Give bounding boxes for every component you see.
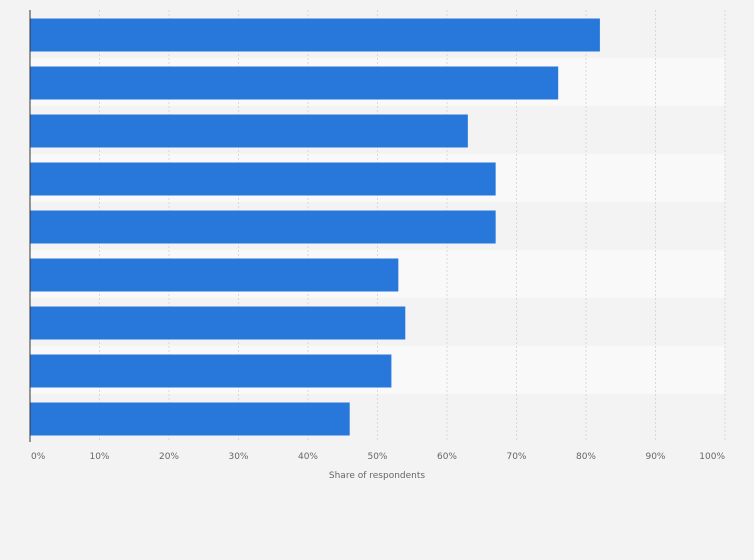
x-tick-label: 80% bbox=[576, 452, 596, 462]
x-tick-label: 60% bbox=[437, 452, 457, 462]
x-tick-label: 70% bbox=[506, 452, 526, 462]
bars bbox=[30, 18, 600, 436]
x-tick-label: 30% bbox=[228, 452, 248, 462]
bar bbox=[30, 210, 496, 244]
bar bbox=[30, 66, 559, 100]
bar bbox=[30, 162, 496, 196]
x-tick-label: 10% bbox=[89, 452, 109, 462]
x-tick-label: 90% bbox=[645, 452, 665, 462]
x-tick-label: 50% bbox=[367, 452, 387, 462]
bar bbox=[30, 354, 392, 388]
bar bbox=[30, 114, 468, 148]
x-tick-label: 0% bbox=[31, 452, 46, 462]
x-tick-label: 100% bbox=[699, 452, 725, 462]
x-tick-labels: 0% 10% 20% 30% 40% 50% 60% 70% 80% 90% 100% bbox=[31, 452, 725, 462]
bar bbox=[30, 18, 600, 52]
bar bbox=[30, 258, 399, 292]
bar bbox=[30, 402, 350, 436]
bar bbox=[30, 306, 406, 340]
x-axis-title: Share of respondents bbox=[329, 471, 426, 481]
x-tick-label: 40% bbox=[298, 452, 318, 462]
x-tick-label: 20% bbox=[159, 452, 179, 462]
